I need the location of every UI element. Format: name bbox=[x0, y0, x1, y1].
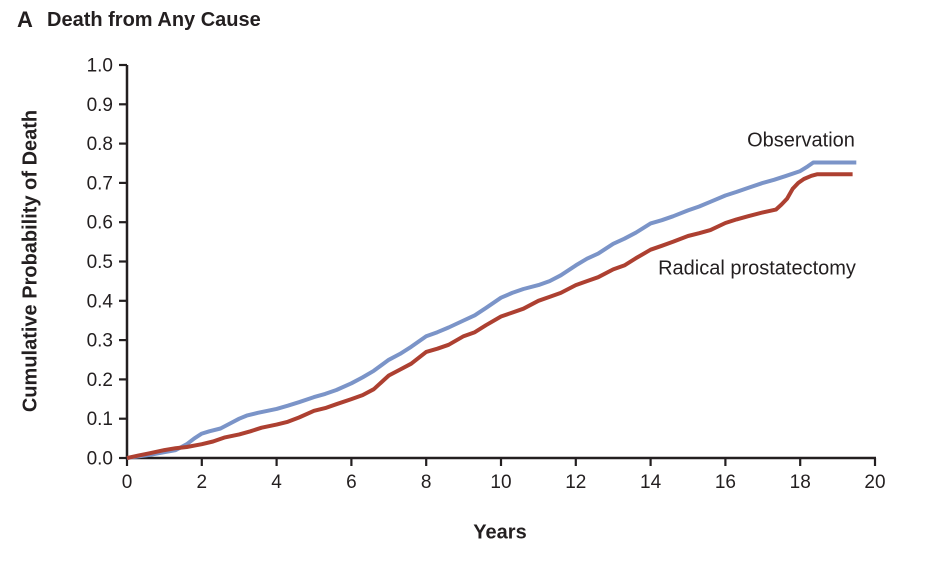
y-tick-label: 0.2 bbox=[87, 370, 113, 391]
x-tick-label: 4 bbox=[271, 472, 282, 493]
y-tick-label: 0.0 bbox=[87, 449, 113, 470]
y-tick-label: 0.9 bbox=[87, 95, 113, 116]
x-tick-label: 12 bbox=[565, 472, 586, 493]
y-tick-label: 0.7 bbox=[87, 173, 113, 194]
x-tick-label: 16 bbox=[715, 472, 736, 493]
y-tick-label: 0.1 bbox=[87, 409, 113, 430]
x-axis-label: Years bbox=[473, 521, 527, 544]
x-tick-label: 0 bbox=[122, 472, 133, 493]
x-tick-label: 8 bbox=[421, 472, 432, 493]
y-tick-label: 0.8 bbox=[87, 134, 113, 155]
x-tick-label: 2 bbox=[197, 472, 208, 493]
y-tick-label: 0.6 bbox=[87, 213, 113, 234]
series-label-radical-prostatectomy: Radical prostatectomy bbox=[658, 257, 856, 280]
x-tick-label: 6 bbox=[346, 472, 357, 493]
y-tick-label: 0.3 bbox=[87, 331, 113, 352]
y-tick-label: 0.5 bbox=[87, 252, 113, 273]
series-label-observation: Observation bbox=[747, 129, 855, 152]
series-curve-1 bbox=[126, 172, 853, 460]
x-tick-label: 18 bbox=[790, 472, 811, 493]
x-tick-label: 20 bbox=[864, 472, 885, 493]
series-curve-0 bbox=[126, 160, 857, 460]
panel-letter: A bbox=[17, 7, 34, 32]
y-tick-label: 0.4 bbox=[87, 291, 114, 312]
y-tick-label: 1.0 bbox=[87, 56, 113, 77]
x-tick-label: 14 bbox=[640, 472, 662, 493]
x-tick-label: 10 bbox=[490, 472, 511, 493]
chart-title: Death from Any Cause bbox=[47, 9, 261, 31]
